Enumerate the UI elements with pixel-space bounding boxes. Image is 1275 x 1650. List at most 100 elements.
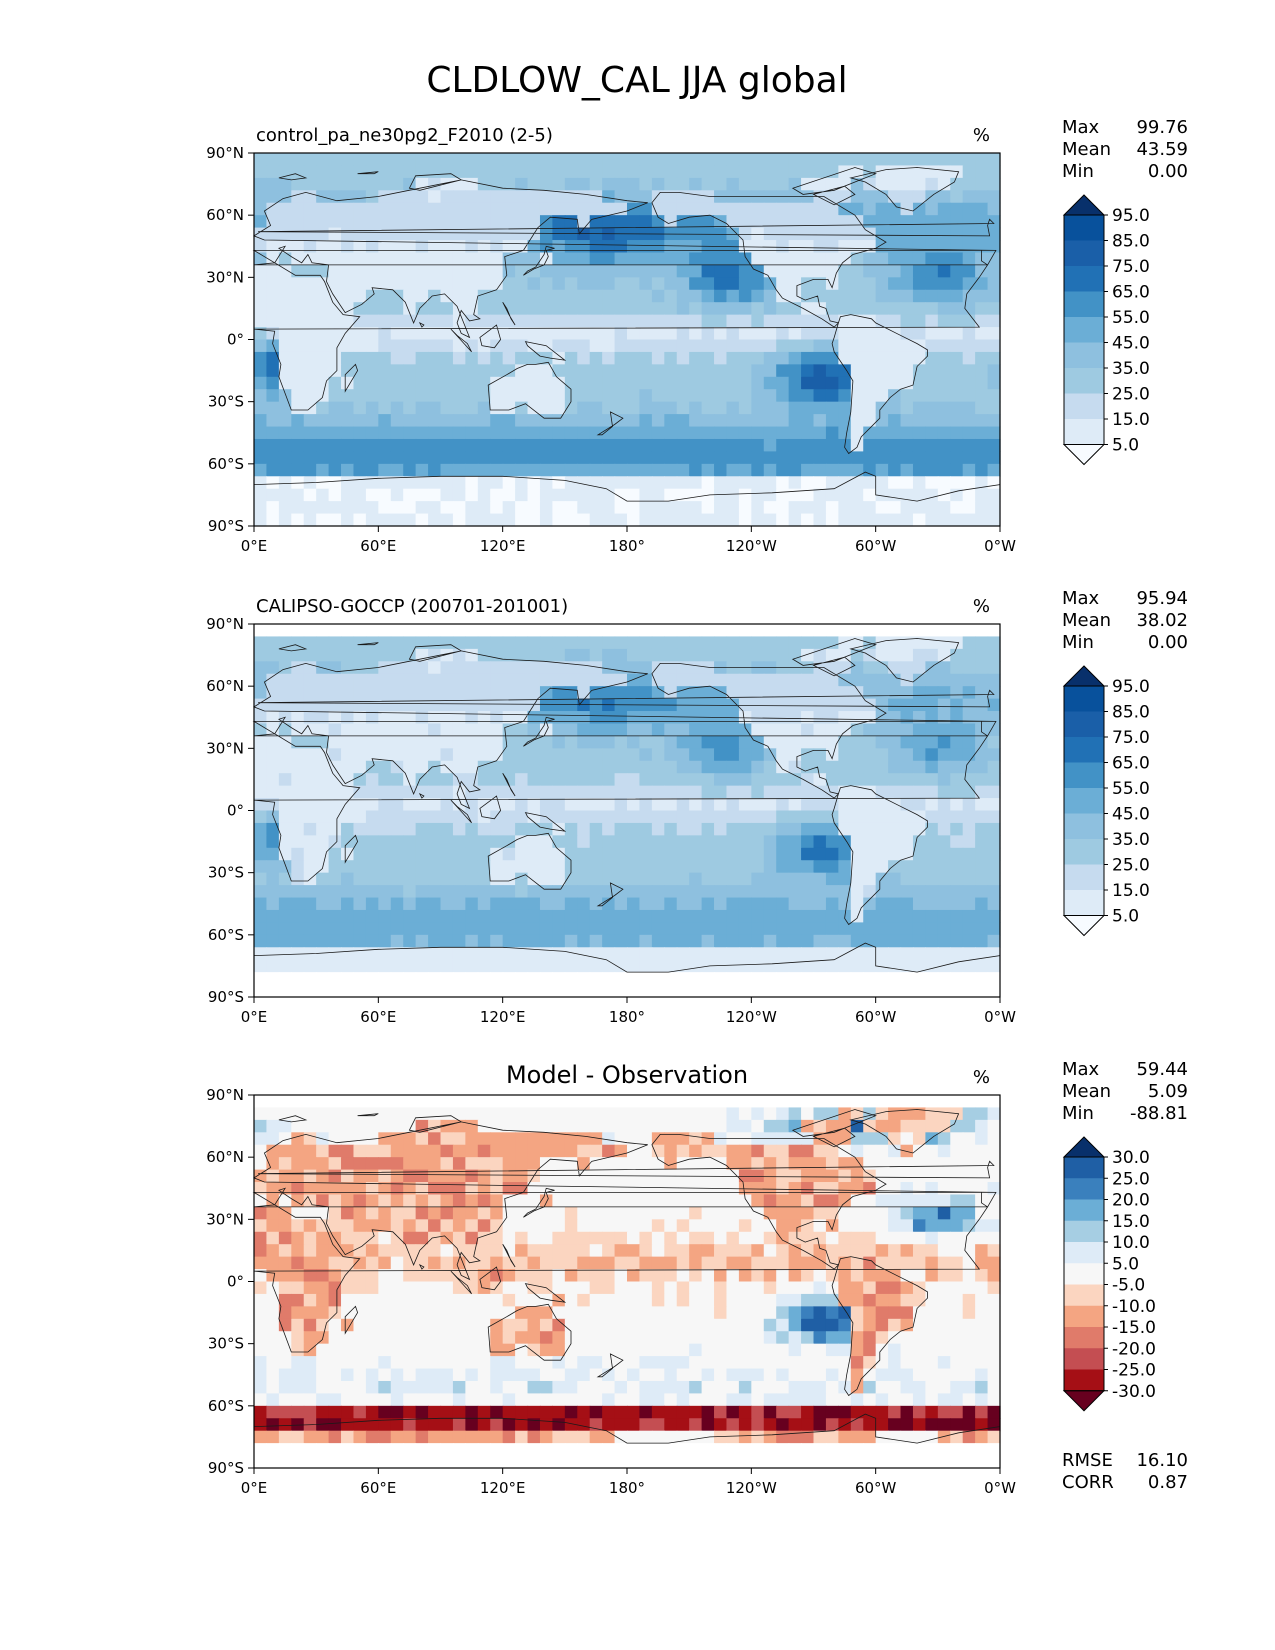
map-cell	[701, 1256, 715, 1270]
map-cell	[365, 947, 379, 961]
map-cell	[589, 252, 603, 266]
map-cell	[539, 1269, 553, 1283]
map-cell	[863, 215, 877, 229]
map-cell	[726, 1318, 740, 1332]
map-cell	[515, 723, 529, 737]
map-cell	[614, 438, 628, 452]
map-cell	[875, 165, 889, 179]
map-cell	[602, 922, 616, 936]
map-cell	[502, 364, 516, 378]
map-cell	[726, 438, 740, 452]
map-cell	[651, 810, 665, 824]
map-cell	[428, 1318, 442, 1332]
map-cell	[888, 153, 902, 167]
map-cell	[515, 451, 529, 465]
map-cell	[552, 872, 566, 886]
map-cell	[975, 1157, 989, 1171]
map-cell	[701, 984, 715, 998]
map-cell	[527, 1157, 541, 1171]
map-cell	[577, 760, 591, 774]
map-cell	[763, 1182, 777, 1196]
map-cell	[875, 934, 889, 948]
map-cell	[254, 277, 268, 291]
map-cell	[415, 252, 429, 266]
map-cell	[875, 1331, 889, 1345]
map-cell	[825, 698, 839, 712]
map-cell	[477, 822, 491, 836]
map-cell	[825, 202, 839, 216]
map-cell	[527, 934, 541, 948]
map-cell	[316, 414, 330, 428]
map-cell	[502, 1107, 516, 1121]
map-cell	[888, 909, 902, 923]
map-cell	[962, 798, 976, 812]
map-cell	[589, 1095, 603, 1109]
map-cell	[825, 686, 839, 700]
map-cell	[838, 1269, 852, 1283]
map-cell	[452, 1132, 466, 1146]
map-cell	[428, 240, 442, 254]
map-cell	[316, 1119, 330, 1133]
map-cell	[602, 488, 616, 502]
map-cell	[714, 376, 728, 390]
map-cell	[378, 748, 392, 762]
map-cell	[651, 289, 665, 303]
map-cell	[863, 1293, 877, 1307]
map-cell	[428, 202, 442, 216]
map-cell	[738, 636, 752, 650]
map-cell	[863, 735, 877, 749]
map-cell	[254, 648, 268, 662]
map-cell	[440, 501, 454, 515]
map-cell	[390, 872, 404, 886]
map-cell	[390, 723, 404, 737]
map-cell	[303, 1095, 317, 1109]
map-cell	[850, 810, 864, 824]
map-cell	[490, 476, 504, 490]
map-cell	[689, 389, 703, 403]
map-cell	[850, 822, 864, 836]
map-cell	[975, 177, 989, 191]
map-cell	[254, 673, 268, 687]
map-cell	[701, 339, 715, 353]
map-cell	[627, 1119, 641, 1133]
map-cell	[527, 401, 541, 415]
map-cell	[515, 735, 529, 749]
map-cell	[602, 822, 616, 836]
map-cell	[316, 885, 330, 899]
map-cell	[838, 860, 852, 874]
map-cell	[254, 389, 268, 403]
map-cell	[714, 364, 728, 378]
map-cell	[726, 252, 740, 266]
map-cell	[738, 922, 752, 936]
map-cell	[390, 451, 404, 465]
map-cell	[415, 934, 429, 948]
map-cell	[801, 922, 815, 936]
map-cell	[751, 773, 765, 787]
colorbar-label: 85.0	[1112, 703, 1150, 723]
map-cell	[825, 501, 839, 515]
map-cell	[353, 165, 367, 179]
colorbar-swatch	[1064, 240, 1104, 267]
colorbar-model: 95.085.075.065.055.045.035.025.015.05.0	[1062, 194, 1150, 466]
map-cell	[639, 488, 653, 502]
map-cell	[651, 1331, 665, 1345]
map-cell	[639, 810, 653, 824]
map-cell	[502, 177, 516, 191]
map-cell	[539, 748, 553, 762]
map-cell	[403, 885, 417, 899]
map-cell	[278, 513, 292, 527]
map-cell	[825, 748, 839, 762]
map-cell	[801, 872, 815, 886]
map-cell	[527, 389, 541, 403]
colorbar-swatch	[1064, 737, 1104, 763]
map-cell	[689, 1231, 703, 1245]
map-cell	[614, 1306, 628, 1320]
map-cell	[701, 414, 715, 428]
map-cell	[328, 376, 342, 390]
map-cell	[254, 885, 268, 899]
map-cell	[627, 202, 641, 216]
map-cell	[701, 426, 715, 440]
map-cell	[266, 785, 280, 799]
map-cell	[403, 698, 417, 712]
map-cell	[266, 1293, 280, 1307]
